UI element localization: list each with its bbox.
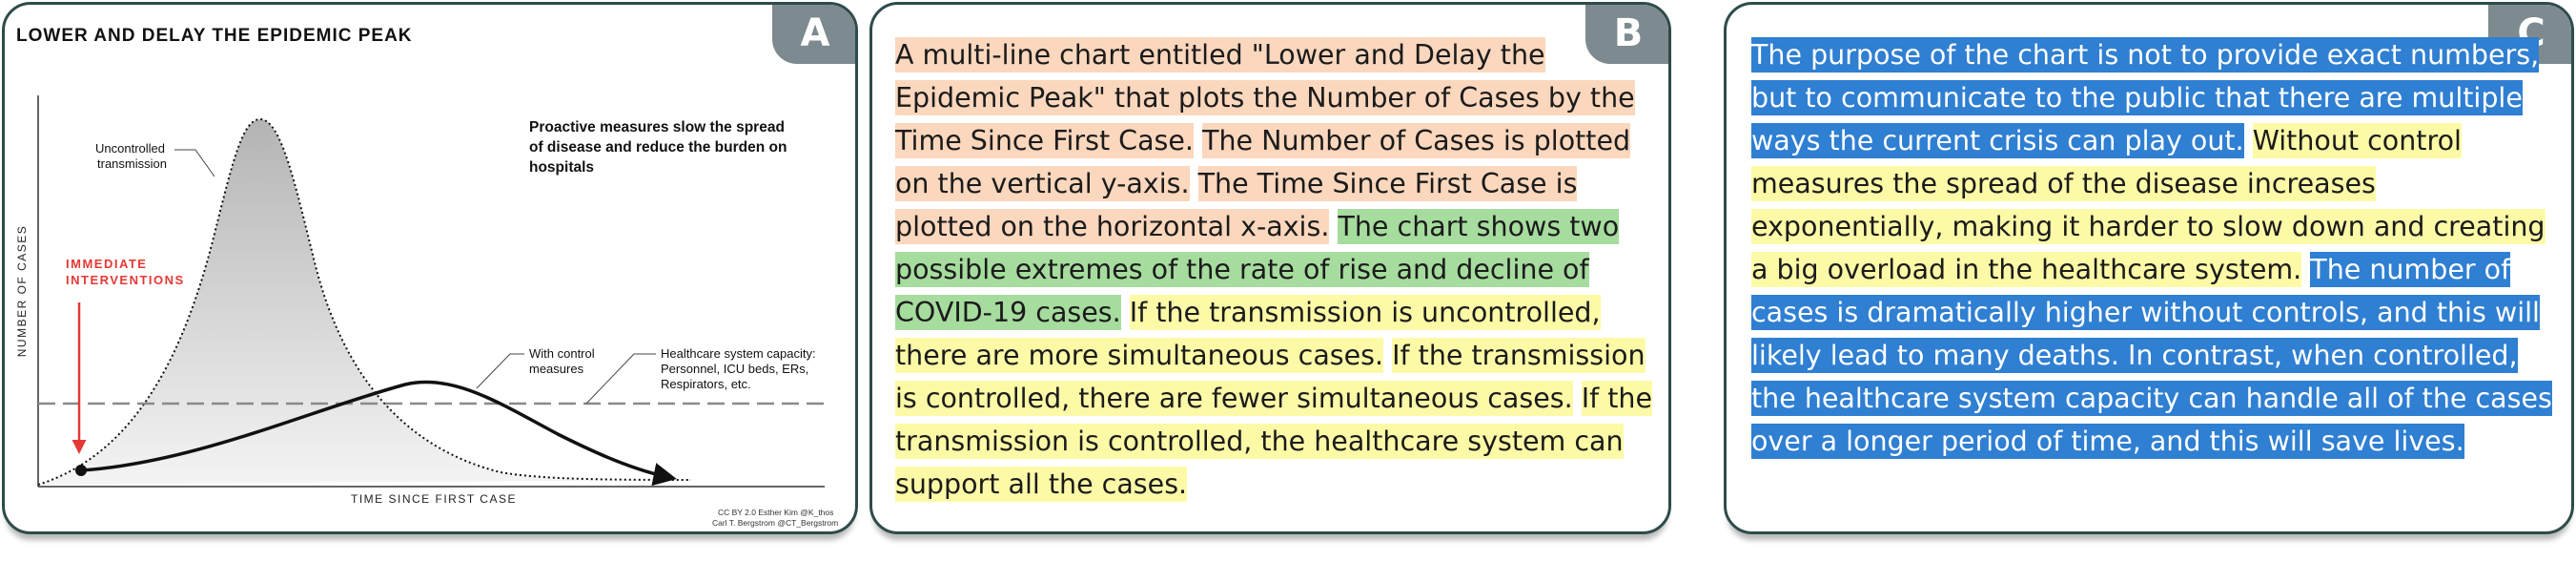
panel-b-text: A multi-line chart entitled "Lower and D… — [895, 33, 1658, 506]
panel-c: C The purpose of the chart is not to pro… — [1724, 2, 2574, 534]
note-line-1: Proactive measures slow the spread — [529, 119, 785, 135]
panel-a-tab: A — [772, 5, 855, 64]
interventions-label-1: IMMEDIATE — [66, 257, 147, 271]
intervention-point — [75, 465, 87, 476]
interventions-label-2: INTERVENTIONS — [66, 273, 185, 287]
credit-line-2: Carl T. Bergstrom @CT_Bergstrom — [712, 518, 838, 528]
uncontrolled-label-2: transmission — [97, 156, 167, 171]
uncontrolled-curve — [37, 117, 692, 486]
panel-a: A LOWER AND DELAY THE EPIDEMIC PEAK — [2, 2, 858, 534]
uncontrolled-leader — [174, 149, 215, 177]
epidemic-chart: LOWER AND DELAY THE EPIDEMIC PEAK IMMEDI… — [15, 26, 838, 528]
panel-b-tab: B — [1585, 5, 1668, 64]
chart-title: LOWER AND DELAY THE EPIDEMIC PEAK — [16, 26, 413, 46]
capacity-label-2: Personnel, ICU beds, ERs, — [661, 362, 808, 376]
uncontrolled-label-1: Uncontrolled — [95, 141, 165, 156]
controlled-leader — [476, 353, 524, 389]
panel-b: B A multi-line chart entitled "Lower and… — [869, 2, 1671, 534]
controlled-label-1: With control — [529, 346, 595, 361]
uncontrolled-area — [38, 119, 691, 485]
capacity-leader — [585, 353, 656, 405]
credit-line-1: CC BY 2.0 Esther Kim @K_thos — [718, 508, 833, 517]
capacity-label-1: Healthcare system capacity: — [661, 346, 816, 361]
capacity-label-3: Respirators, etc. — [661, 377, 751, 391]
note-line-3: hospitals — [529, 159, 594, 176]
note-line-2: of disease and reduce the burden on — [529, 139, 787, 156]
x-axis-label: TIME SINCE FIRST CASE — [351, 492, 517, 506]
controlled-curve — [80, 380, 677, 487]
controlled-label-2: measures — [529, 362, 584, 376]
y-axis-label: NUMBER OF CASES — [15, 225, 29, 358]
panel-c-text: The purpose of the chart is not to provi… — [1751, 33, 2552, 463]
